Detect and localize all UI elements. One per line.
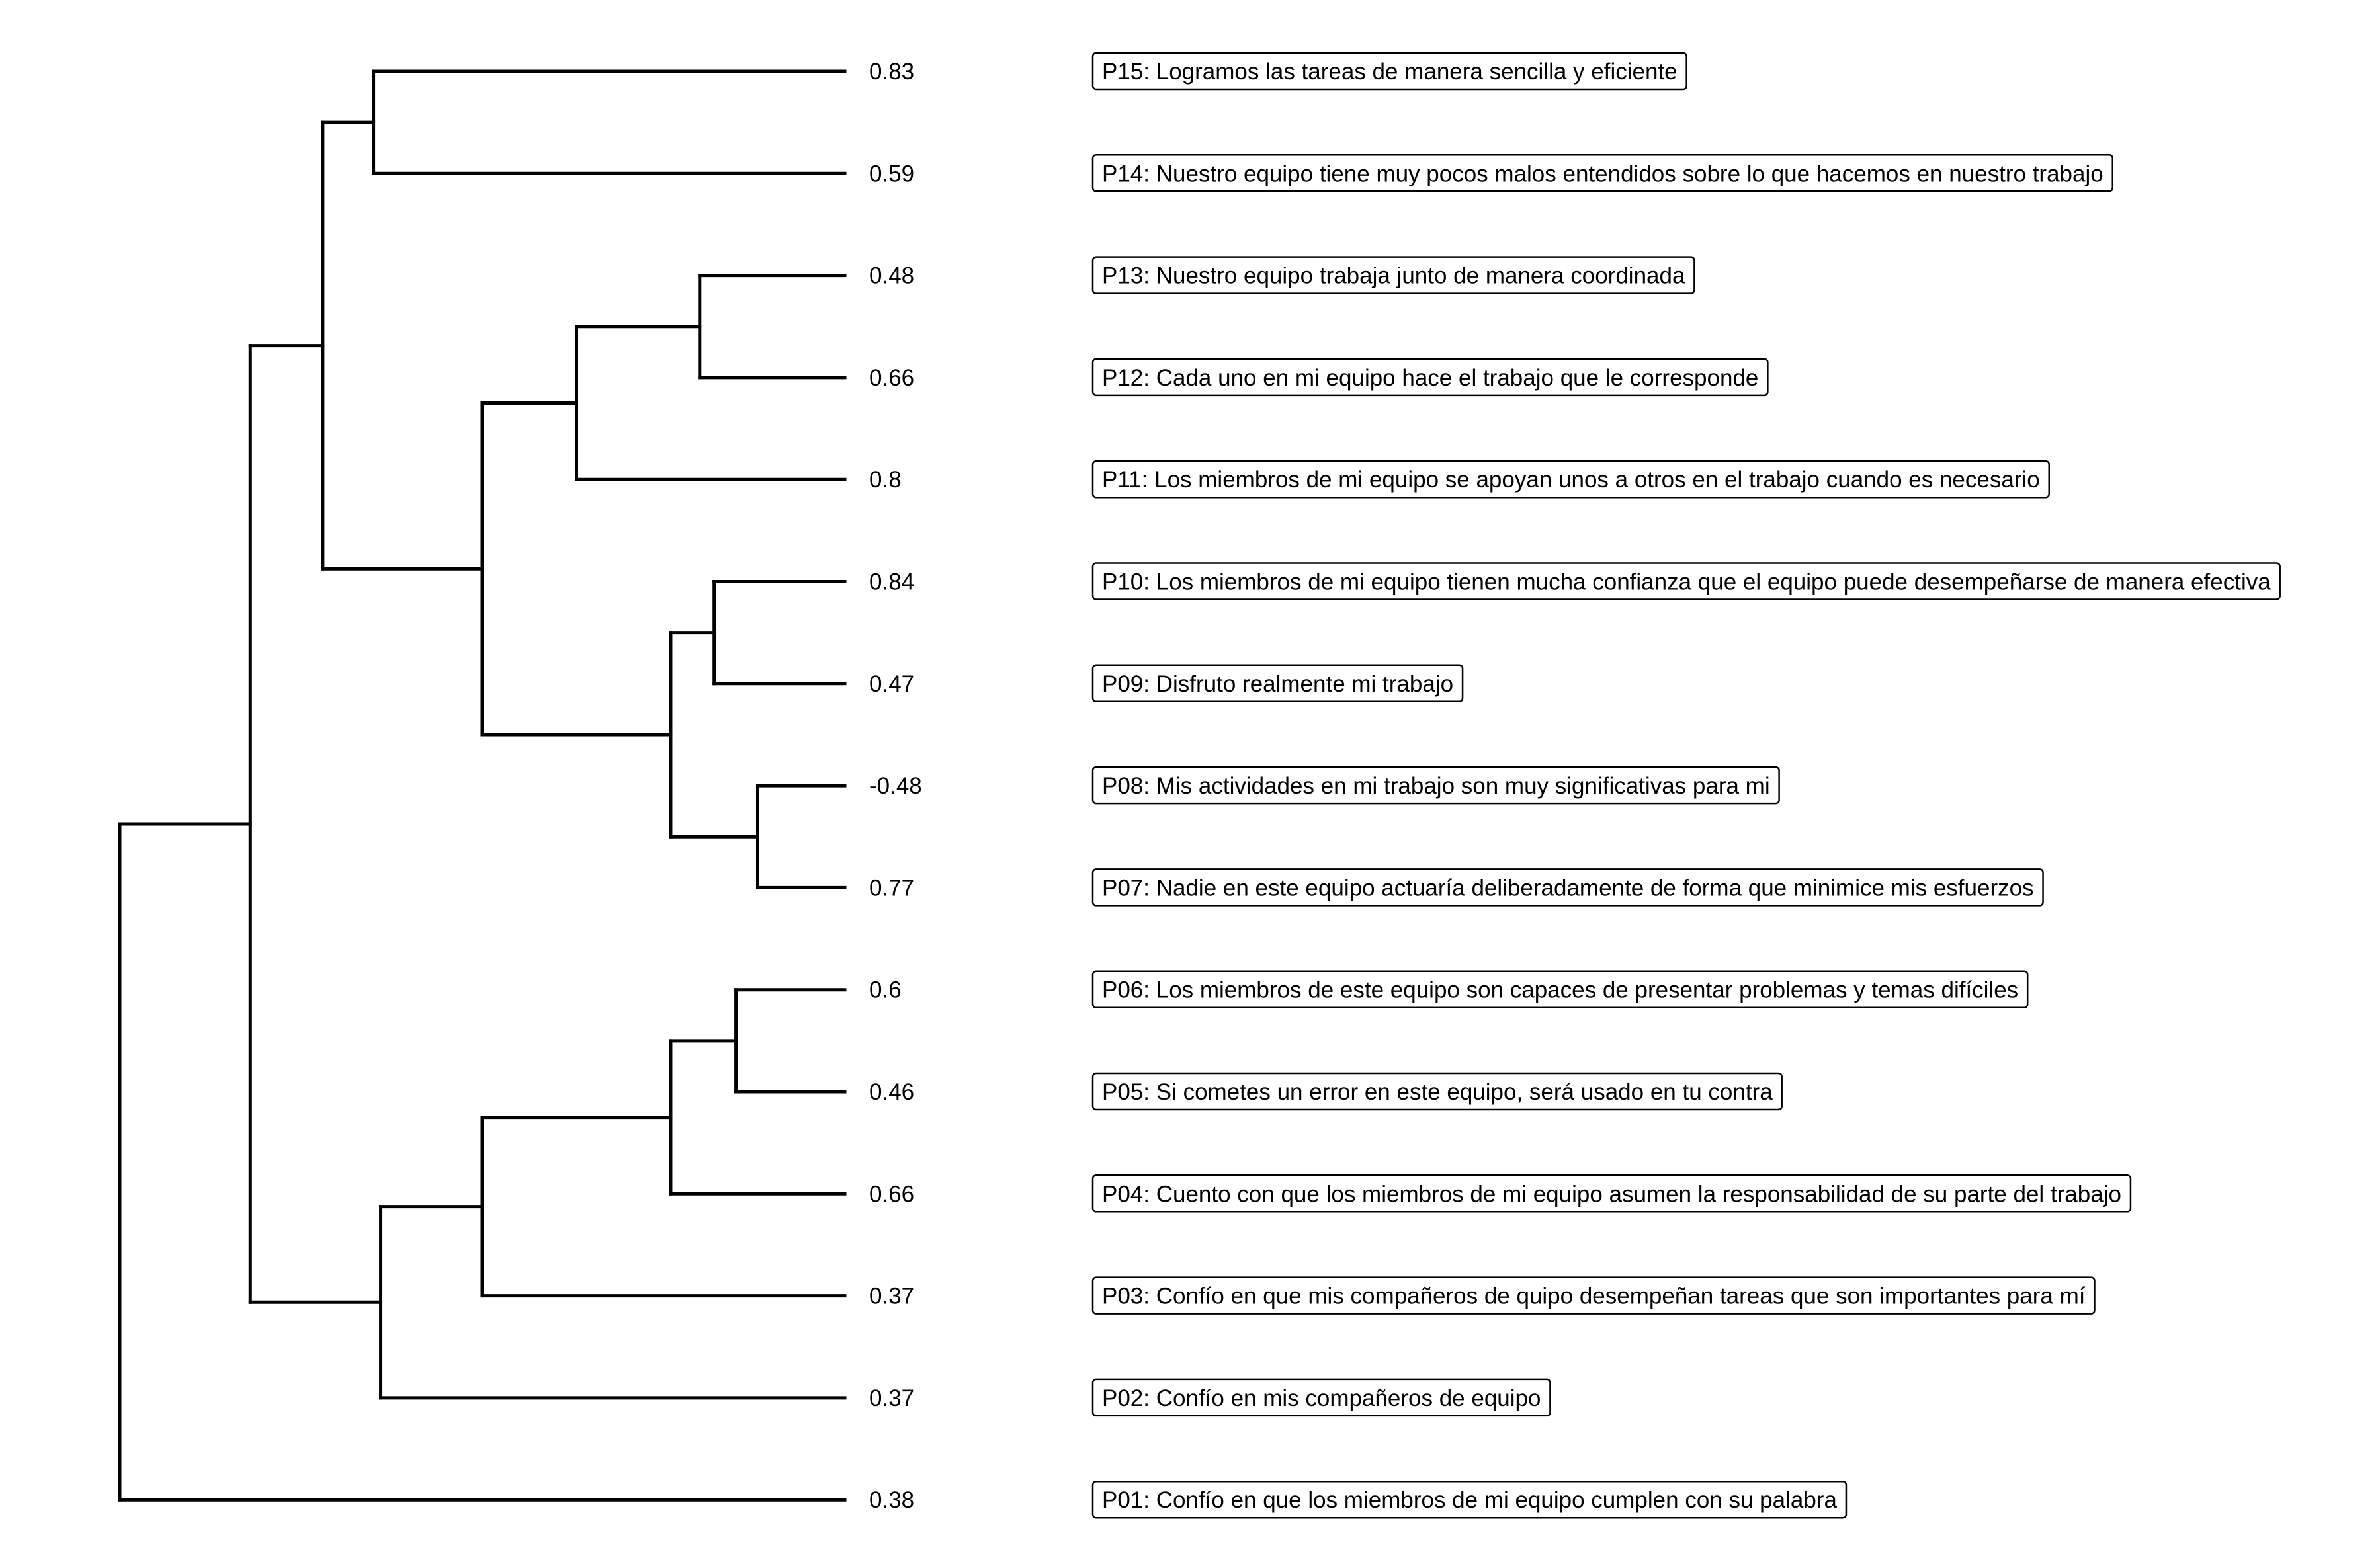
item-label-P02: P02: Confío en mis compañeros de equipo — [1091, 1378, 1551, 1417]
dendrogram-branches — [118, 69, 847, 1502]
item-label-P12: P12: Cada uno en mi equipo hace el traba… — [1091, 358, 1769, 397]
item-label-text: P10: Los miembros de mi equipo tienen mu… — [1102, 569, 2271, 595]
item-label-box — [1091, 460, 2050, 499]
item-value-P12: 0.66 — [869, 365, 914, 391]
item-label-box — [1091, 1378, 1551, 1417]
item-value-P03: 0.37 — [869, 1284, 914, 1309]
item-label-P13: P13: Nuestro equipo trabaja junto de man… — [1091, 256, 1695, 294]
item-label-text: P14: Nuestro equipo tiene muy pocos malo… — [1102, 161, 2104, 186]
item-value-P09: 0.47 — [869, 671, 914, 697]
item-value-P06: 0.6 — [869, 977, 902, 1003]
item-value-P04: 0.66 — [869, 1181, 914, 1207]
item-value-P14: 0.59 — [869, 161, 914, 186]
item-values: 0.83 0.59 0.48 0.66 0.8 0.84 0.47 -0.48 0.77 0.6 0… — [869, 59, 922, 1513]
item-label-box — [1091, 664, 1464, 703]
item-label-text: P02: Confío en mis compañeros de equipo — [1102, 1385, 1541, 1411]
item-label-box — [1091, 154, 2113, 192]
item-label-text: P08: Mis actividades en mi trabajo son m… — [1102, 773, 1770, 799]
item-value-P15: 0.83 — [869, 59, 914, 85]
item-label-P07: P07: Nadie en este equipo actuaría delib… — [1091, 868, 2044, 907]
item-label-box — [1091, 766, 1780, 805]
item-label-P06: P06: Los miembros de este equipo son cap… — [1091, 970, 2029, 1008]
item-label-text: P03: Confío en que mis compañeros de qui… — [1102, 1284, 2086, 1309]
item-value-P02: 0.37 — [869, 1385, 914, 1411]
item-label-text: P12: Cada uno en mi equipo hace el traba… — [1102, 365, 1758, 391]
item-label-P09: P09: Disfruto realmente mi trabajo — [1091, 664, 1464, 703]
item-label-box — [1091, 1072, 1783, 1111]
item-label-box — [1091, 52, 1687, 91]
item-label-box — [1091, 970, 2029, 1008]
item-label-P04: P04: Cuento con que los miembros de mi e… — [1091, 1174, 2132, 1213]
item-label-text: P09: Disfruto realmente mi trabajo — [1102, 671, 1453, 697]
item-label-box — [1091, 1174, 2132, 1213]
item-label-P08: P08: Mis actividades en mi trabajo son m… — [1091, 766, 1780, 805]
item-label-box — [1091, 256, 1695, 294]
item-label-text: P13: Nuestro equipo trabaja junto de man… — [1102, 263, 1685, 289]
item-label-P11: P11: Los miembros de mi equipo se apoyan… — [1091, 460, 2050, 499]
item-value-P01: 0.38 — [869, 1487, 914, 1513]
item-labels: P15: Logramos las tareas de manera senci… — [1091, 52, 2281, 1519]
item-value-P11: 0.8 — [869, 467, 902, 493]
item-value-P07: 0.77 — [869, 875, 914, 901]
item-label-P10: P10: Los miembros de mi equipo tienen mu… — [1091, 562, 2281, 600]
item-label-text: P07: Nadie en este equipo actuaría delib… — [1102, 875, 2034, 901]
item-label-text: P06: Los miembros de este equipo son cap… — [1102, 977, 2018, 1003]
item-label-P03: P03: Confío en que mis compañeros de qui… — [1091, 1276, 2096, 1315]
item-label-P14: P14: Nuestro equipo tiene muy pocos malo… — [1091, 154, 2113, 192]
item-label-text: P01: Confío en que los miembros de mi eq… — [1102, 1487, 1837, 1513]
item-label-box — [1091, 1480, 1848, 1519]
item-label-text: P11: Los miembros de mi equipo se apoyan… — [1102, 467, 2040, 493]
item-label-P15: P15: Logramos las tareas de manera senci… — [1091, 52, 1687, 91]
item-value-P10: 0.84 — [869, 569, 914, 595]
item-value-P13: 0.48 — [869, 263, 914, 289]
item-label-box — [1091, 358, 1769, 397]
item-label-box — [1091, 1276, 2096, 1315]
item-label-text: P04: Cuento con que los miembros de mi e… — [1102, 1181, 2121, 1207]
item-value-P05: 0.46 — [869, 1079, 914, 1105]
item-label-text: P15: Logramos las tareas de manera senci… — [1102, 59, 1678, 85]
item-label-box — [1091, 562, 2281, 600]
item-value-P08: -0.48 — [869, 773, 922, 799]
item-label-P05: P05: Si cometes un error en este equipo,… — [1091, 1072, 1783, 1111]
item-label-box — [1091, 868, 2044, 907]
item-label-P01: P01: Confío en que los miembros de mi eq… — [1091, 1480, 1848, 1519]
item-label-text: P05: Si cometes un error en este equipo,… — [1102, 1079, 1773, 1105]
